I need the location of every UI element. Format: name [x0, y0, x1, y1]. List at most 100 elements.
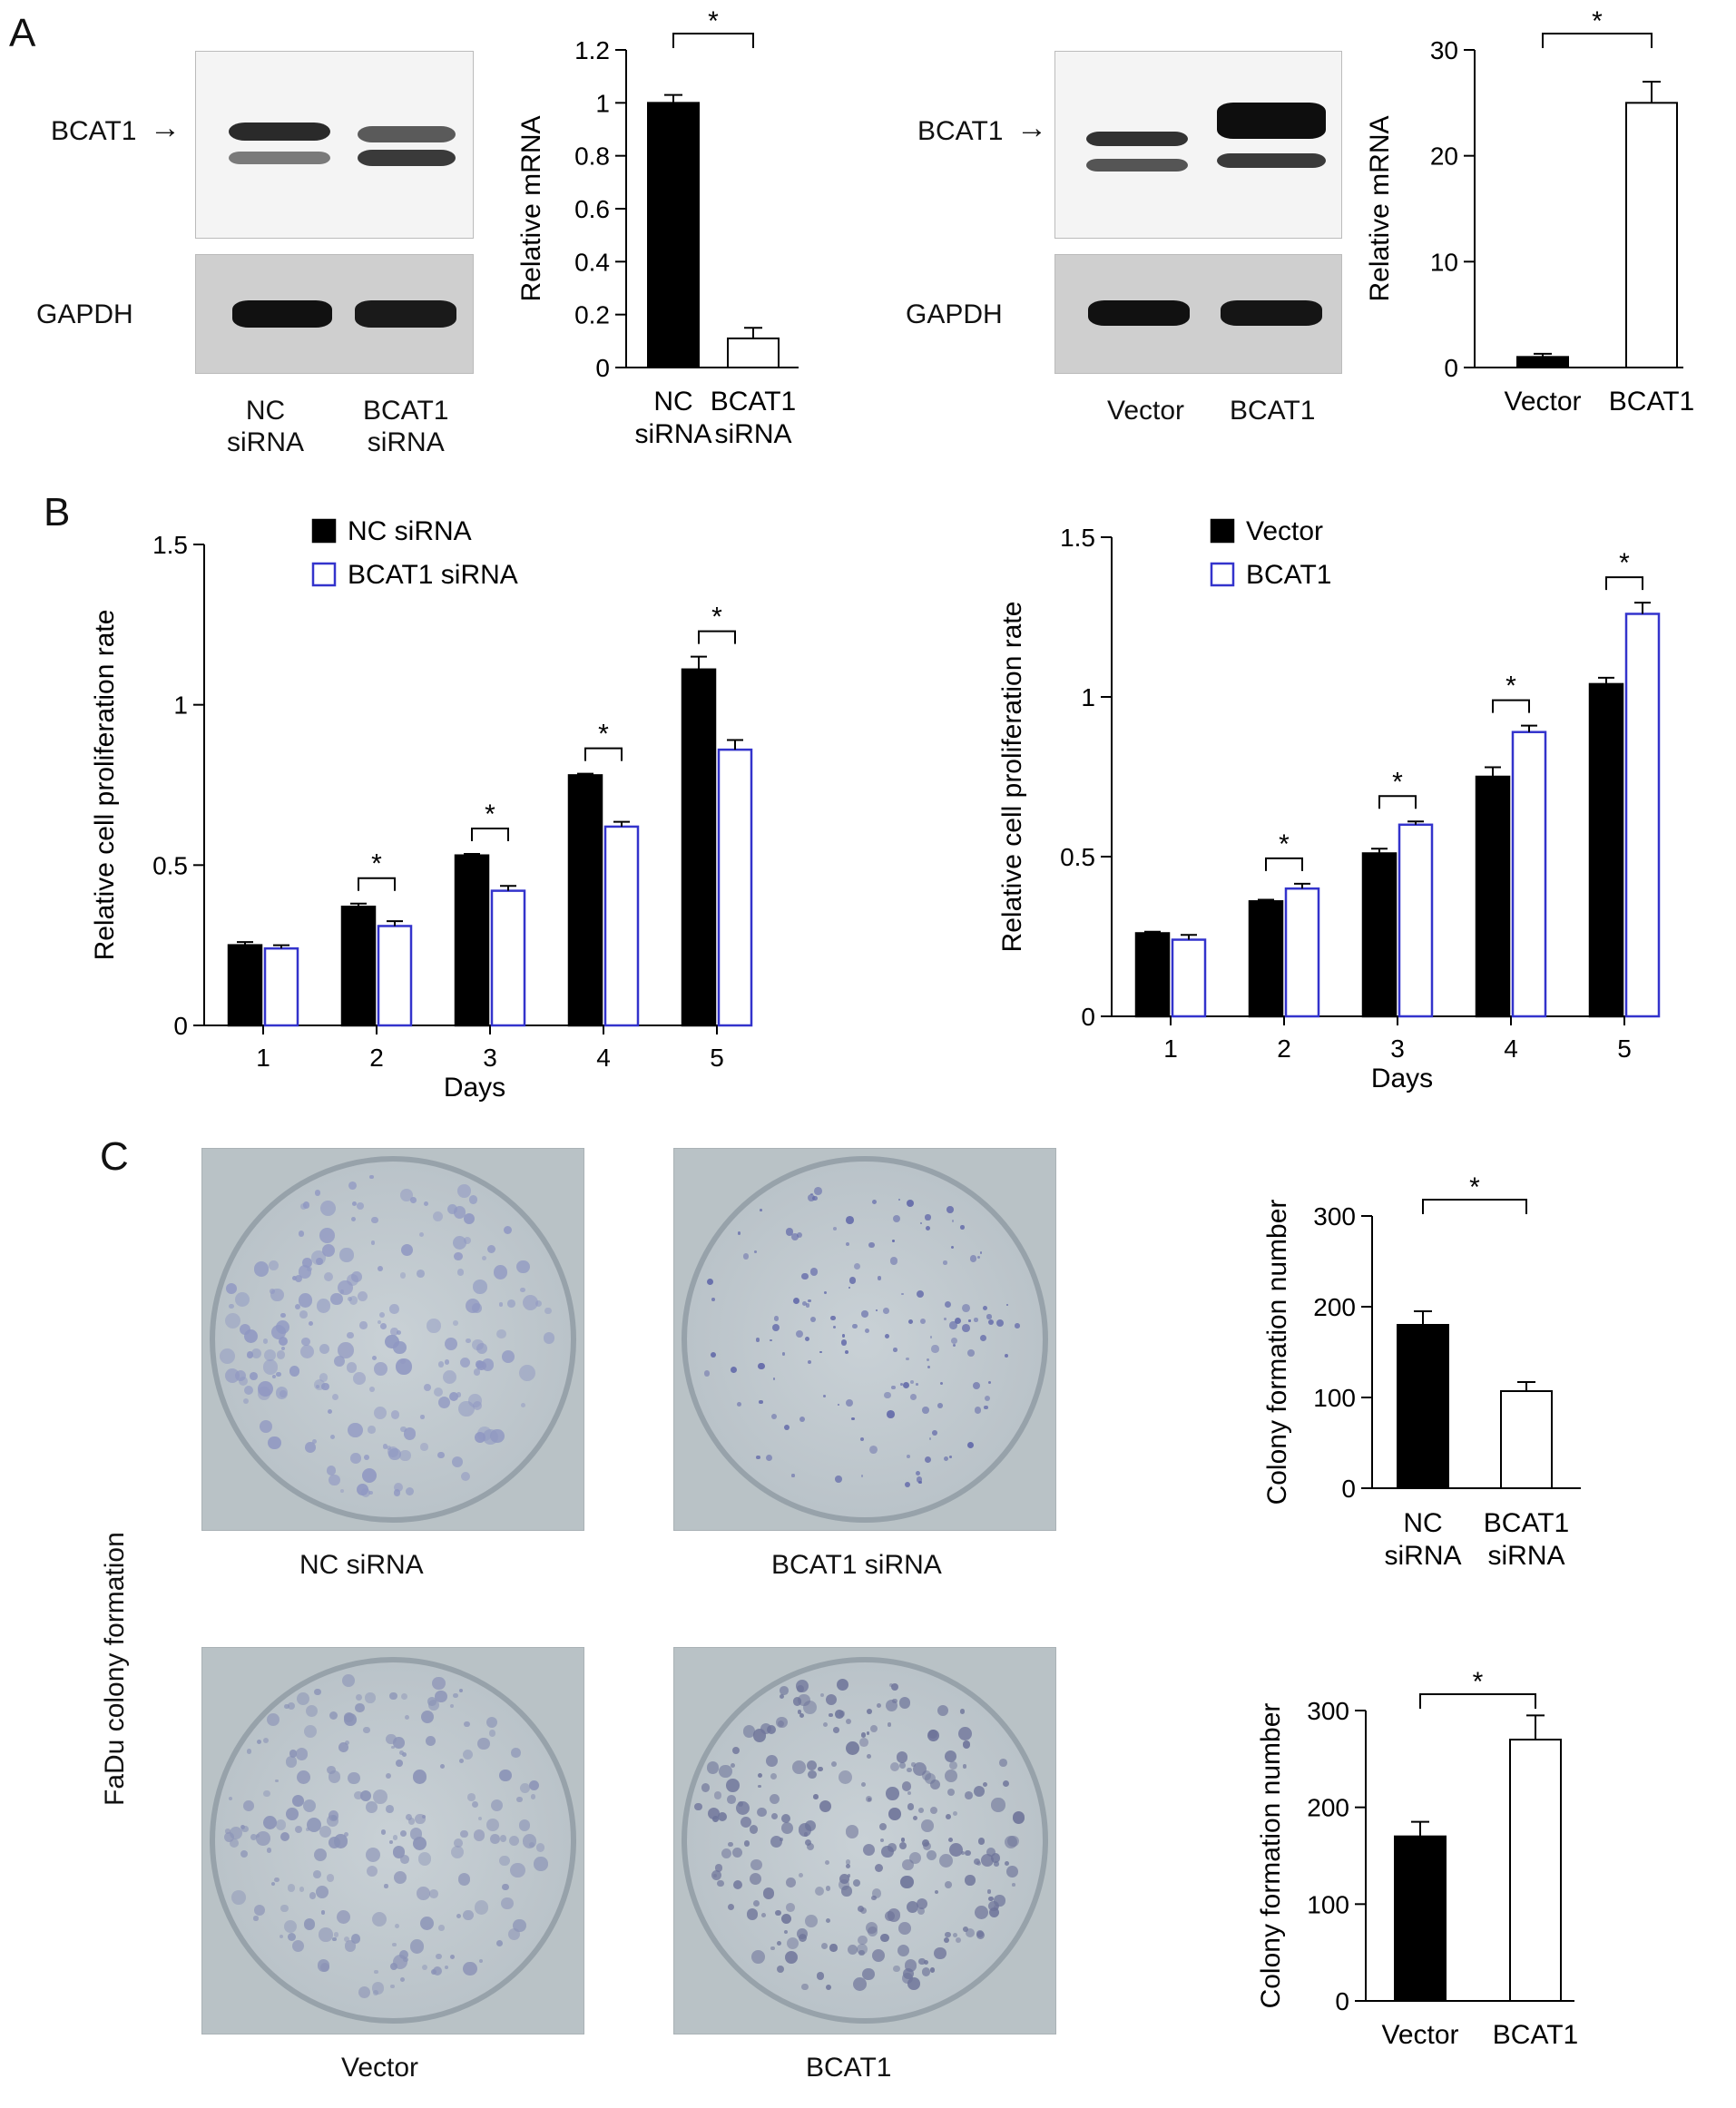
- colony-dot: [452, 1236, 466, 1250]
- colony-dot: [338, 1742, 348, 1752]
- significance-star: *: [1592, 6, 1603, 36]
- colony-dot: [433, 1387, 444, 1397]
- colony-dot: [801, 1983, 809, 1991]
- y-tick-label: 10: [1430, 248, 1458, 276]
- colony-dot: [400, 1426, 407, 1433]
- colony-dot: [801, 1300, 808, 1306]
- y-tick-label: 0: [1341, 1475, 1356, 1503]
- colony-dot: [976, 1929, 984, 1937]
- colony-dot: [822, 1395, 826, 1397]
- colony-dot: [999, 1758, 1007, 1767]
- colony-dot: [991, 1798, 1005, 1812]
- colony-dot: [465, 1338, 471, 1344]
- colony-dot: [845, 1349, 848, 1354]
- dish-label-vector: Vector: [341, 2053, 419, 2083]
- colony-dot: [858, 1949, 866, 1956]
- colony-dot: [915, 1383, 918, 1387]
- colony-dot: [334, 1932, 339, 1937]
- y-tick-label: 100: [1313, 1384, 1356, 1412]
- colony-dot: [877, 1703, 881, 1708]
- colony-dot: [879, 1838, 885, 1843]
- colony-dot: [780, 1813, 790, 1823]
- colony-dot: [303, 1917, 316, 1930]
- colony-dot: [868, 1798, 871, 1801]
- colony-dot: [796, 1231, 802, 1238]
- colony-dot: [924, 1773, 937, 1785]
- y-axis-label: Relative cell proliferation rate: [997, 602, 1027, 953]
- colony-dot: [931, 1345, 939, 1353]
- colony-dot: [758, 1772, 763, 1778]
- colony-dot: [385, 1773, 392, 1780]
- y-tick-label: 1: [595, 89, 610, 117]
- x-tick-label: 2: [1277, 1034, 1291, 1063]
- colony-dot: [346, 1362, 358, 1373]
- colony-dot: [320, 1201, 337, 1217]
- bar: [1588, 682, 1624, 1018]
- colony-dot: [846, 1398, 854, 1407]
- colony-dot: [389, 1691, 397, 1701]
- colony-dot: [859, 1737, 868, 1747]
- colony-dot: [315, 1886, 329, 1899]
- blot-right-loading-label: GAPDH: [906, 299, 1003, 329]
- colony-dot: [891, 1683, 899, 1691]
- colony-dot: [819, 1350, 823, 1354]
- colony-dot: [940, 1381, 944, 1385]
- colony-dot: [522, 1295, 538, 1311]
- colony-dot: [339, 1248, 354, 1262]
- colony-dot: [286, 1808, 299, 1820]
- colony-dot: [770, 1794, 780, 1805]
- colony-dot: [976, 1256, 980, 1260]
- colony-dot: [427, 1319, 441, 1333]
- colony-dot: [963, 1927, 969, 1933]
- colony-dot: [329, 1475, 340, 1486]
- colony-dot: [845, 1863, 850, 1868]
- colony-dot: [973, 1858, 980, 1865]
- colony-dot: [906, 1199, 915, 1207]
- colony-dot: [993, 1905, 999, 1911]
- bar: [490, 889, 526, 1027]
- colony-dot: [796, 1679, 809, 1692]
- bar-chart-c1: 0 100 200 300 Colony formation number NC siRNA…: [1262, 1172, 1581, 1571]
- colony-dot: [909, 1394, 917, 1400]
- legend-swatch: [311, 562, 337, 587]
- colony-dot: [706, 1761, 720, 1775]
- colony-dot: [756, 1807, 767, 1818]
- y-tick-label: 0.5: [1060, 843, 1095, 871]
- colony-dot: [427, 1697, 436, 1706]
- colony-dot: [838, 1878, 849, 1890]
- colony-dot: [225, 1282, 238, 1295]
- colony-dot: [949, 1760, 958, 1770]
- dish-label-bcat1-sirna: BCAT1 siRNA: [771, 1550, 942, 1580]
- colony-dot: [321, 1243, 336, 1258]
- bar: [1248, 900, 1284, 1018]
- colony-dot: [355, 1702, 365, 1713]
- colony-dot: [435, 1690, 447, 1703]
- colony-dot: [871, 1199, 878, 1205]
- colony-dot: [328, 1836, 340, 1848]
- colony-dot: [474, 1432, 486, 1444]
- colony-dot: [351, 1216, 357, 1222]
- colony-dot: [238, 1376, 248, 1386]
- colony-dot: [904, 1959, 917, 1972]
- colony-dot: [490, 1429, 505, 1444]
- colony-dot: [866, 1731, 870, 1736]
- colony-dot: [867, 1709, 872, 1715]
- colony-dot: [922, 1407, 929, 1414]
- colony-dot: [761, 1913, 766, 1917]
- colony-dot: [369, 1174, 374, 1180]
- colony-dot: [507, 1928, 520, 1940]
- colony-dot: [963, 1740, 971, 1749]
- panel-letter-c: C: [100, 1134, 129, 1179]
- colony-dot: [979, 1251, 983, 1254]
- bar: [1509, 1739, 1562, 2002]
- colony-dot: [703, 1370, 711, 1377]
- colony-dot: [396, 1358, 412, 1375]
- colony-dot: [898, 1921, 911, 1935]
- colony-dot: [393, 1835, 398, 1840]
- colony-dot: [845, 1241, 850, 1247]
- x-tick-label: NC siRNA: [1384, 1508, 1461, 1571]
- colony-dot: [982, 1781, 988, 1788]
- y-tick-label: 1: [173, 691, 188, 720]
- colony-dot: [1005, 1353, 1009, 1358]
- colony-dot: [965, 1875, 976, 1886]
